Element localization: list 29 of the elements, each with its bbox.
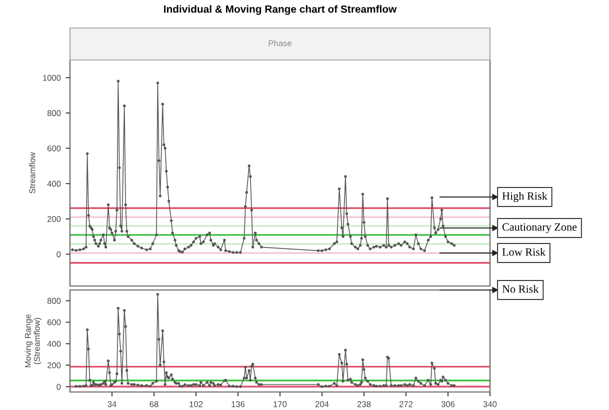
- x-tick-label: 238: [357, 401, 371, 408]
- y-axis-title: Streamflow: [29, 152, 36, 194]
- y-tick-label: 200: [47, 362, 61, 368]
- x-tick-label: 102: [190, 401, 203, 408]
- x-tick-label: 136: [232, 401, 245, 408]
- text: Cautionary Zone: [502, 223, 577, 234]
- x-tick-label: 272: [399, 401, 413, 408]
- y-tick-label: 0: [56, 251, 61, 258]
- x-tick-label: 68: [150, 401, 158, 408]
- x-tick-label: 170: [274, 401, 287, 408]
- x-tick-label: 204: [315, 401, 329, 408]
- text: Low Risk: [502, 248, 546, 256]
- y-axis-title: Moving Range (Streamflow): [24, 314, 42, 368]
- y-tick-label: 400: [47, 180, 61, 187]
- y-tick-label: 800: [47, 110, 61, 116]
- y-tick-label: 800: [47, 298, 61, 304]
- y-tick-label: 0: [56, 384, 61, 390]
- x-tick-label: 340: [483, 401, 497, 408]
- y-tick-label: 1000: [43, 74, 61, 81]
- y-tick-label: 600: [47, 319, 61, 326]
- text: High Risk: [502, 192, 548, 202]
- y-tick-label: 200: [47, 216, 61, 222]
- chart-title: Individual & Moving Range chart of Streamflow: [164, 5, 397, 15]
- y-tick-label: 400: [47, 340, 61, 347]
- text: Phase: [268, 40, 292, 46]
- text: No Risk: [502, 284, 539, 293]
- y-tick-label: 600: [47, 145, 61, 152]
- x-tick-label: 306: [441, 401, 455, 408]
- x-tick-label: 34: [108, 401, 116, 408]
